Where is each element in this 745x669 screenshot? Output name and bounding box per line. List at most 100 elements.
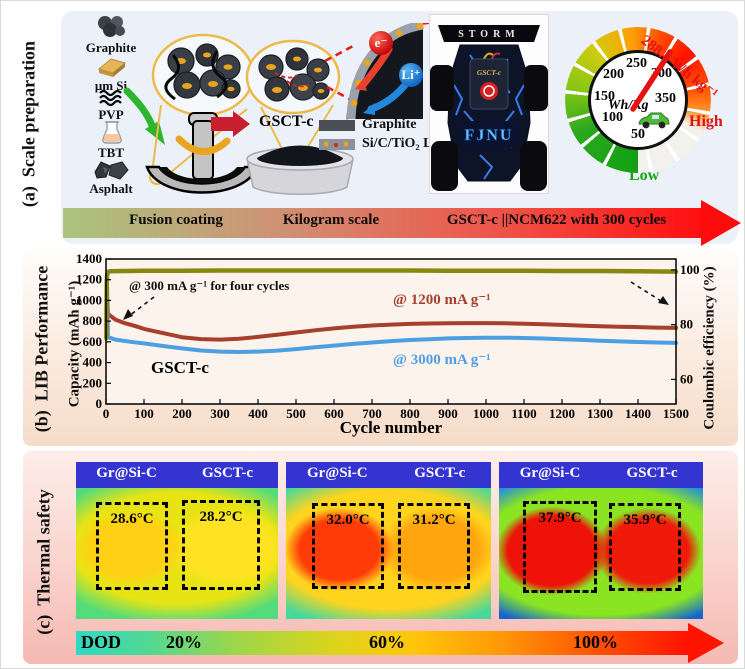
panel-b-title: (b) LIB Performance <box>31 265 52 433</box>
thermal-body: 37.9°C 35.9°C <box>499 488 703 619</box>
panel-c-title: (c) Thermal safety <box>33 488 54 635</box>
process-banner-arrowhead <box>701 200 741 246</box>
dod-gradient-bar <box>76 631 688 655</box>
asphalt-icon <box>94 161 129 180</box>
gauge-low-label: Low <box>629 167 660 184</box>
green-arrow-icon <box>123 87 165 145</box>
svg-text:80: 80 <box>680 317 693 332</box>
micron-silicon-icon <box>97 58 127 77</box>
svg-text:600: 600 <box>83 334 103 349</box>
process-banner-arrow <box>63 208 703 238</box>
svg-text:700: 700 <box>362 406 382 421</box>
svg-text:800: 800 <box>83 313 103 328</box>
series-1200-label: @ 1200 mA g⁻¹ <box>393 292 491 308</box>
svg-text:0: 0 <box>96 396 103 411</box>
y-axis-label-left: Capacity (mAh g⁻¹) <box>66 280 83 408</box>
dod-tick-20: 20% <box>166 632 202 652</box>
rate-annotation: @ 300 mA g⁻¹ for four cycles <box>129 278 290 293</box>
material-label-asphalt: Asphalt <box>89 181 133 196</box>
mortar-pestle-graphic <box>145 33 259 194</box>
graphite-icon <box>98 16 125 37</box>
material-label-pvp: PVP <box>98 107 124 122</box>
banner-step-fullcell: GSCT-c ||NCM622 with 300 cycles <box>446 212 667 228</box>
svg-text:1100: 1100 <box>511 406 536 421</box>
car-battery-text: GSCT-c <box>477 68 502 77</box>
svg-text:1400: 1400 <box>76 252 102 266</box>
thermal-image-100pct: Gr@Si-C GSCT-c 37.9°C 35.9°C <box>499 462 703 619</box>
svg-text:400: 400 <box>83 355 103 370</box>
red-step-arrow-head <box>233 111 250 137</box>
cycling-chart: 0 100 200 300 400 500 600 700 800 900 1000 1100 1200… <box>76 252 700 421</box>
dial-number: 250 <box>626 56 647 71</box>
particle-interface-graphic <box>346 23 430 124</box>
temp-roi-left: 28.6°C <box>96 502 168 590</box>
gauge-high-label: High <box>689 113 723 130</box>
car-wing-text: STORM <box>458 29 520 40</box>
thermal-image-20pct: Gr@Si-C GSCT-c 28.6°C 28.2°C <box>76 462 278 619</box>
thermal-body: 32.0°C 31.2°C <box>286 488 491 619</box>
banner-step-fusion: Fusion coating <box>129 212 223 228</box>
gsct-product-label: GSCT-c <box>259 113 314 130</box>
svg-text:800: 800 <box>400 406 420 421</box>
temp-roi-right: 31.2°C <box>398 503 470 589</box>
thermal-header: Gr@Si-C GSCT-c <box>76 462 278 488</box>
gauge-dial: 50 100 150 200 250 300 350 Wh/Kg <box>588 50 688 150</box>
rc-car-photo: STORM GSCT-c FJNU <box>429 14 549 194</box>
gauge-needle <box>630 49 673 112</box>
svg-text:1000: 1000 <box>76 292 102 307</box>
material-label-graphite: Graphite <box>85 40 137 55</box>
tbt-beaker-icon <box>102 121 122 144</box>
dod-tick-100: 100% <box>573 632 618 652</box>
svg-text:300: 300 <box>210 406 230 421</box>
dod-bar-arrowhead <box>688 623 724 663</box>
svg-text:500: 500 <box>286 406 306 421</box>
temp-roi-right: 35.9°C <box>609 503 681 591</box>
svg-text:60: 60 <box>680 371 693 386</box>
temp-roi-left: 32.0°C <box>312 503 384 589</box>
green-car-icon <box>638 112 670 129</box>
banner-step-kilogram: Kilogram scale <box>282 212 380 228</box>
svg-text:1300: 1300 <box>587 406 613 421</box>
x-axis-label: Cycle number <box>339 418 443 437</box>
svg-text:1400: 1400 <box>625 406 651 421</box>
electron-badge: e⁻ <box>369 31 393 55</box>
rc-car-graphic: STORM GSCT-c FJNU <box>430 25 548 191</box>
dod-tick-60: 60% <box>369 632 405 652</box>
car-led-text: FJNU <box>465 127 514 144</box>
svg-text:600: 600 <box>324 406 344 421</box>
svg-text:0: 0 <box>103 406 110 421</box>
dial-number: 50 <box>631 127 645 142</box>
dod-label: DOD <box>81 632 121 652</box>
svg-text:1200: 1200 <box>549 406 575 421</box>
temp-roi-right: 28.2°C <box>182 500 260 590</box>
svg-text:1000: 1000 <box>473 406 499 421</box>
pvp-polymer-icon <box>99 90 122 107</box>
si-c-tio2-swatch <box>319 138 355 150</box>
svg-text:1500: 1500 <box>663 406 689 421</box>
svg-text:200: 200 <box>83 375 103 390</box>
svg-text:900: 900 <box>438 406 458 421</box>
gsct-cluster-graphic <box>245 39 354 195</box>
dial-number: 350 <box>655 91 676 106</box>
dial-number: 100 <box>602 110 623 125</box>
thermal-body: 28.6°C 28.2°C <box>76 488 278 619</box>
series-3000-label: @ 3000 mA g⁻¹ <box>393 352 491 368</box>
svg-text:100: 100 <box>134 406 154 421</box>
dial-number: 150 <box>594 89 615 104</box>
material-label-si: μm Si <box>94 78 128 93</box>
y-axis-label-right: Coulombic efficiency (%) <box>701 266 718 430</box>
energy-gauge: 50 100 150 200 250 300 350 Wh/Kg 288.4 W… <box>557 17 729 193</box>
svg-text:200: 200 <box>172 406 192 421</box>
temp-roi-left: 37.9°C <box>523 501 597 593</box>
panel-a-title: (a) Scale preparation <box>18 40 39 208</box>
sample-name-label: GSCT-c <box>151 358 209 377</box>
dial-number: 200 <box>603 67 624 82</box>
red-step-arrow <box>211 117 233 131</box>
legend-row-graphite: Graphite <box>319 117 416 133</box>
svg-text:100: 100 <box>680 262 700 277</box>
lithium-ion-badge: Li⁺ <box>399 63 423 87</box>
svg-text:400: 400 <box>248 406 268 421</box>
thermal-header: Gr@Si-C GSCT-c <box>499 462 703 488</box>
thermal-header: Gr@Si-C GSCT-c <box>286 462 491 488</box>
